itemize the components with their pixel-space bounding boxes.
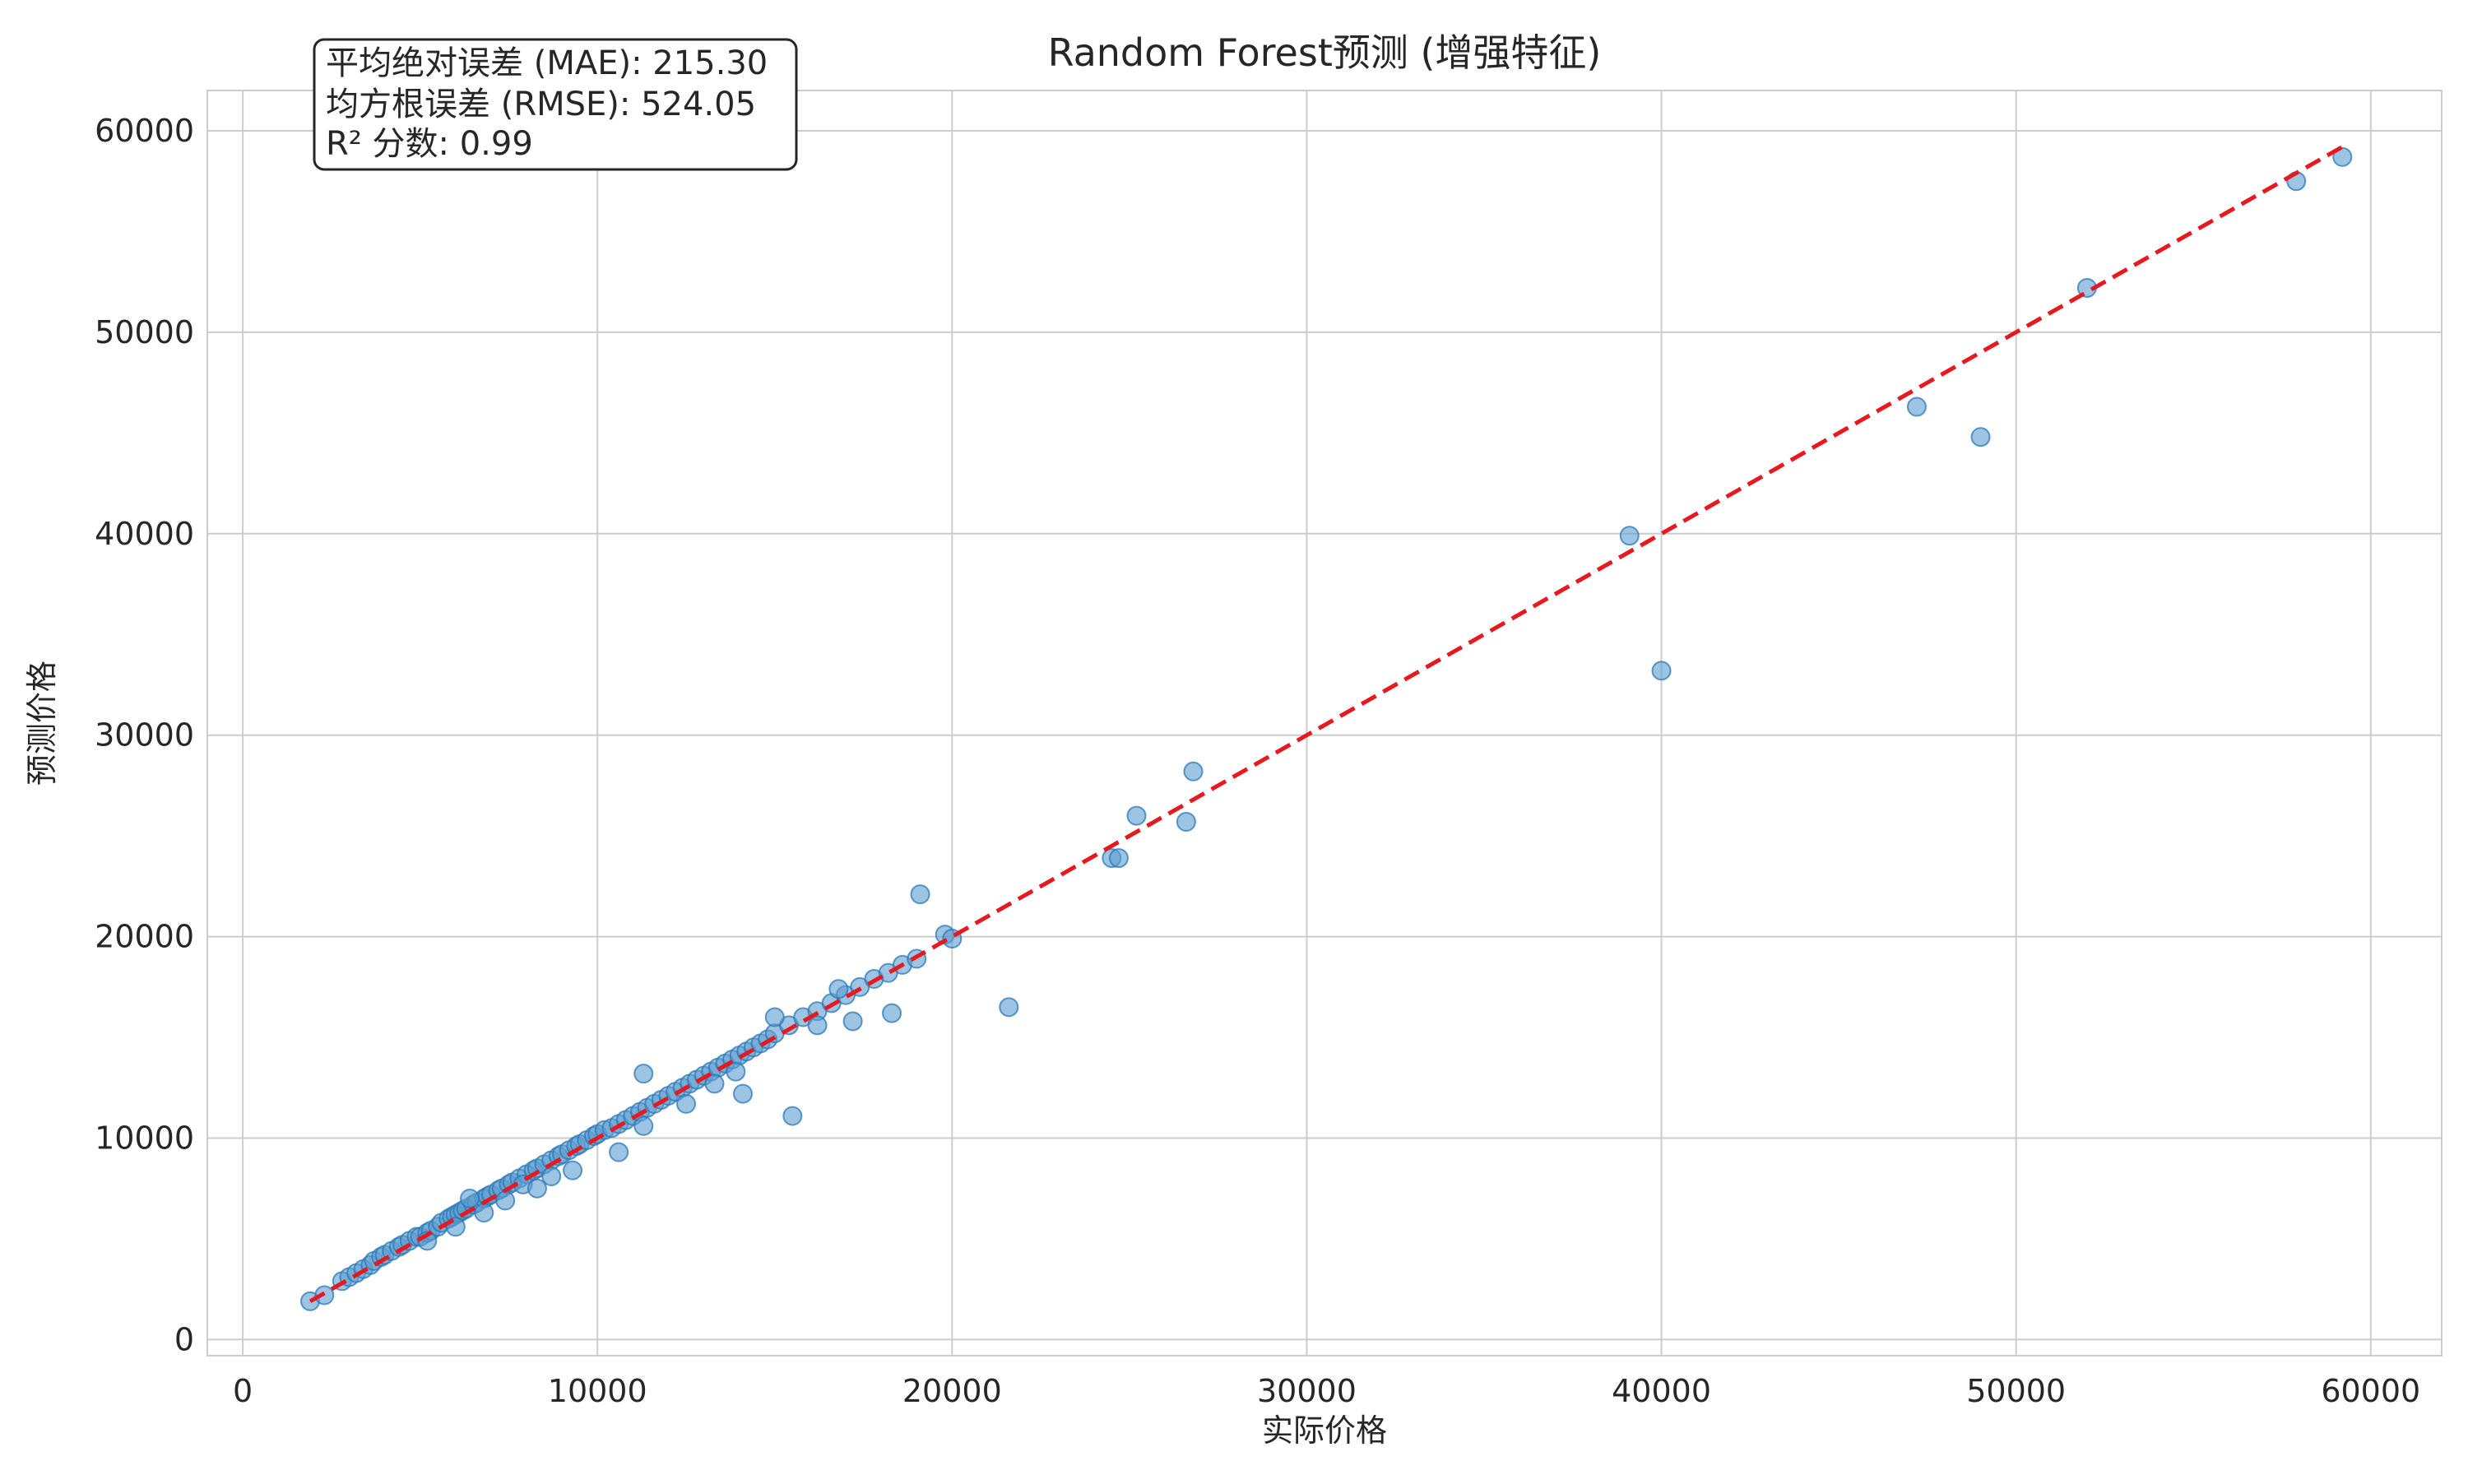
x-tick-label: 0: [233, 1373, 253, 1409]
metrics-annotation-box: 平均绝对误差 (MAE): 215.30 均方根误差 (RMSE): 524.0…: [313, 38, 798, 171]
grid-lines: [207, 90, 2442, 1356]
data-point: [999, 997, 1019, 1018]
data-points: [300, 146, 2353, 1311]
data-point: [704, 1074, 725, 1094]
y-tick-label: 10000: [95, 1120, 194, 1157]
data-point: [732, 1083, 753, 1104]
data-point: [1619, 526, 1640, 546]
rmse-text: 均方根误差 (RMSE): 524.05: [326, 86, 756, 123]
data-point: [2332, 146, 2353, 167]
metrics-box-frame: [313, 38, 798, 171]
plot-area-frame: [206, 90, 2442, 1356]
data-point: [842, 1011, 863, 1032]
data-point: [782, 1106, 803, 1126]
data-point: [676, 1093, 696, 1114]
data-point: [1108, 848, 1129, 869]
data-point: [633, 1064, 654, 1084]
x-tick-label: 30000: [1257, 1373, 1357, 1409]
y-tick-label: 60000: [95, 113, 194, 149]
data-point: [633, 1115, 654, 1136]
x-tick-label: 10000: [548, 1373, 647, 1409]
data-point: [1126, 805, 1147, 826]
data-point: [1970, 427, 1991, 448]
x-axis-label: 实际价格: [1262, 1412, 1387, 1449]
data-point: [882, 1003, 902, 1023]
data-point: [495, 1190, 516, 1211]
data-point: [474, 1203, 494, 1223]
y-tick-label: 30000: [95, 717, 194, 754]
data-point: [563, 1160, 583, 1180]
data-point: [527, 1178, 547, 1199]
y-tick-label: 20000: [95, 919, 194, 955]
data-point: [910, 884, 930, 905]
chart-title: Random Forest预测 (增强特征): [1048, 30, 1602, 75]
x-tick-label: 50000: [1966, 1373, 2066, 1409]
data-point: [726, 1061, 746, 1082]
data-point: [828, 979, 849, 999]
mae-text: 平均绝对误差 (MAE): 215.30: [326, 44, 768, 82]
y-tick-label: 0: [174, 1321, 194, 1357]
data-point: [1176, 812, 1196, 832]
data-point: [460, 1188, 480, 1208]
x-tick-label: 40000: [1612, 1373, 1711, 1409]
x-tick-label: 20000: [902, 1373, 1002, 1409]
data-point: [764, 1007, 785, 1027]
data-point: [1906, 397, 1927, 417]
data-point: [1183, 761, 1204, 781]
data-point: [609, 1142, 629, 1162]
ideal-prediction-line: [308, 145, 2344, 1304]
y-tick-label: 50000: [95, 314, 194, 350]
data-point: [541, 1166, 562, 1187]
axis-ticks: 0 10000 20000 30000 40000 50000 60000 0 10000 200…: [95, 113, 2420, 1409]
data-point: [807, 1015, 828, 1036]
y-tick-label: 40000: [95, 516, 194, 552]
data-point: [1651, 661, 1672, 681]
y-axis-label: 预测价格: [24, 661, 60, 786]
r2-score-text: R² 分数: 0.99: [326, 125, 533, 163]
x-tick-label: 60000: [2321, 1373, 2420, 1409]
